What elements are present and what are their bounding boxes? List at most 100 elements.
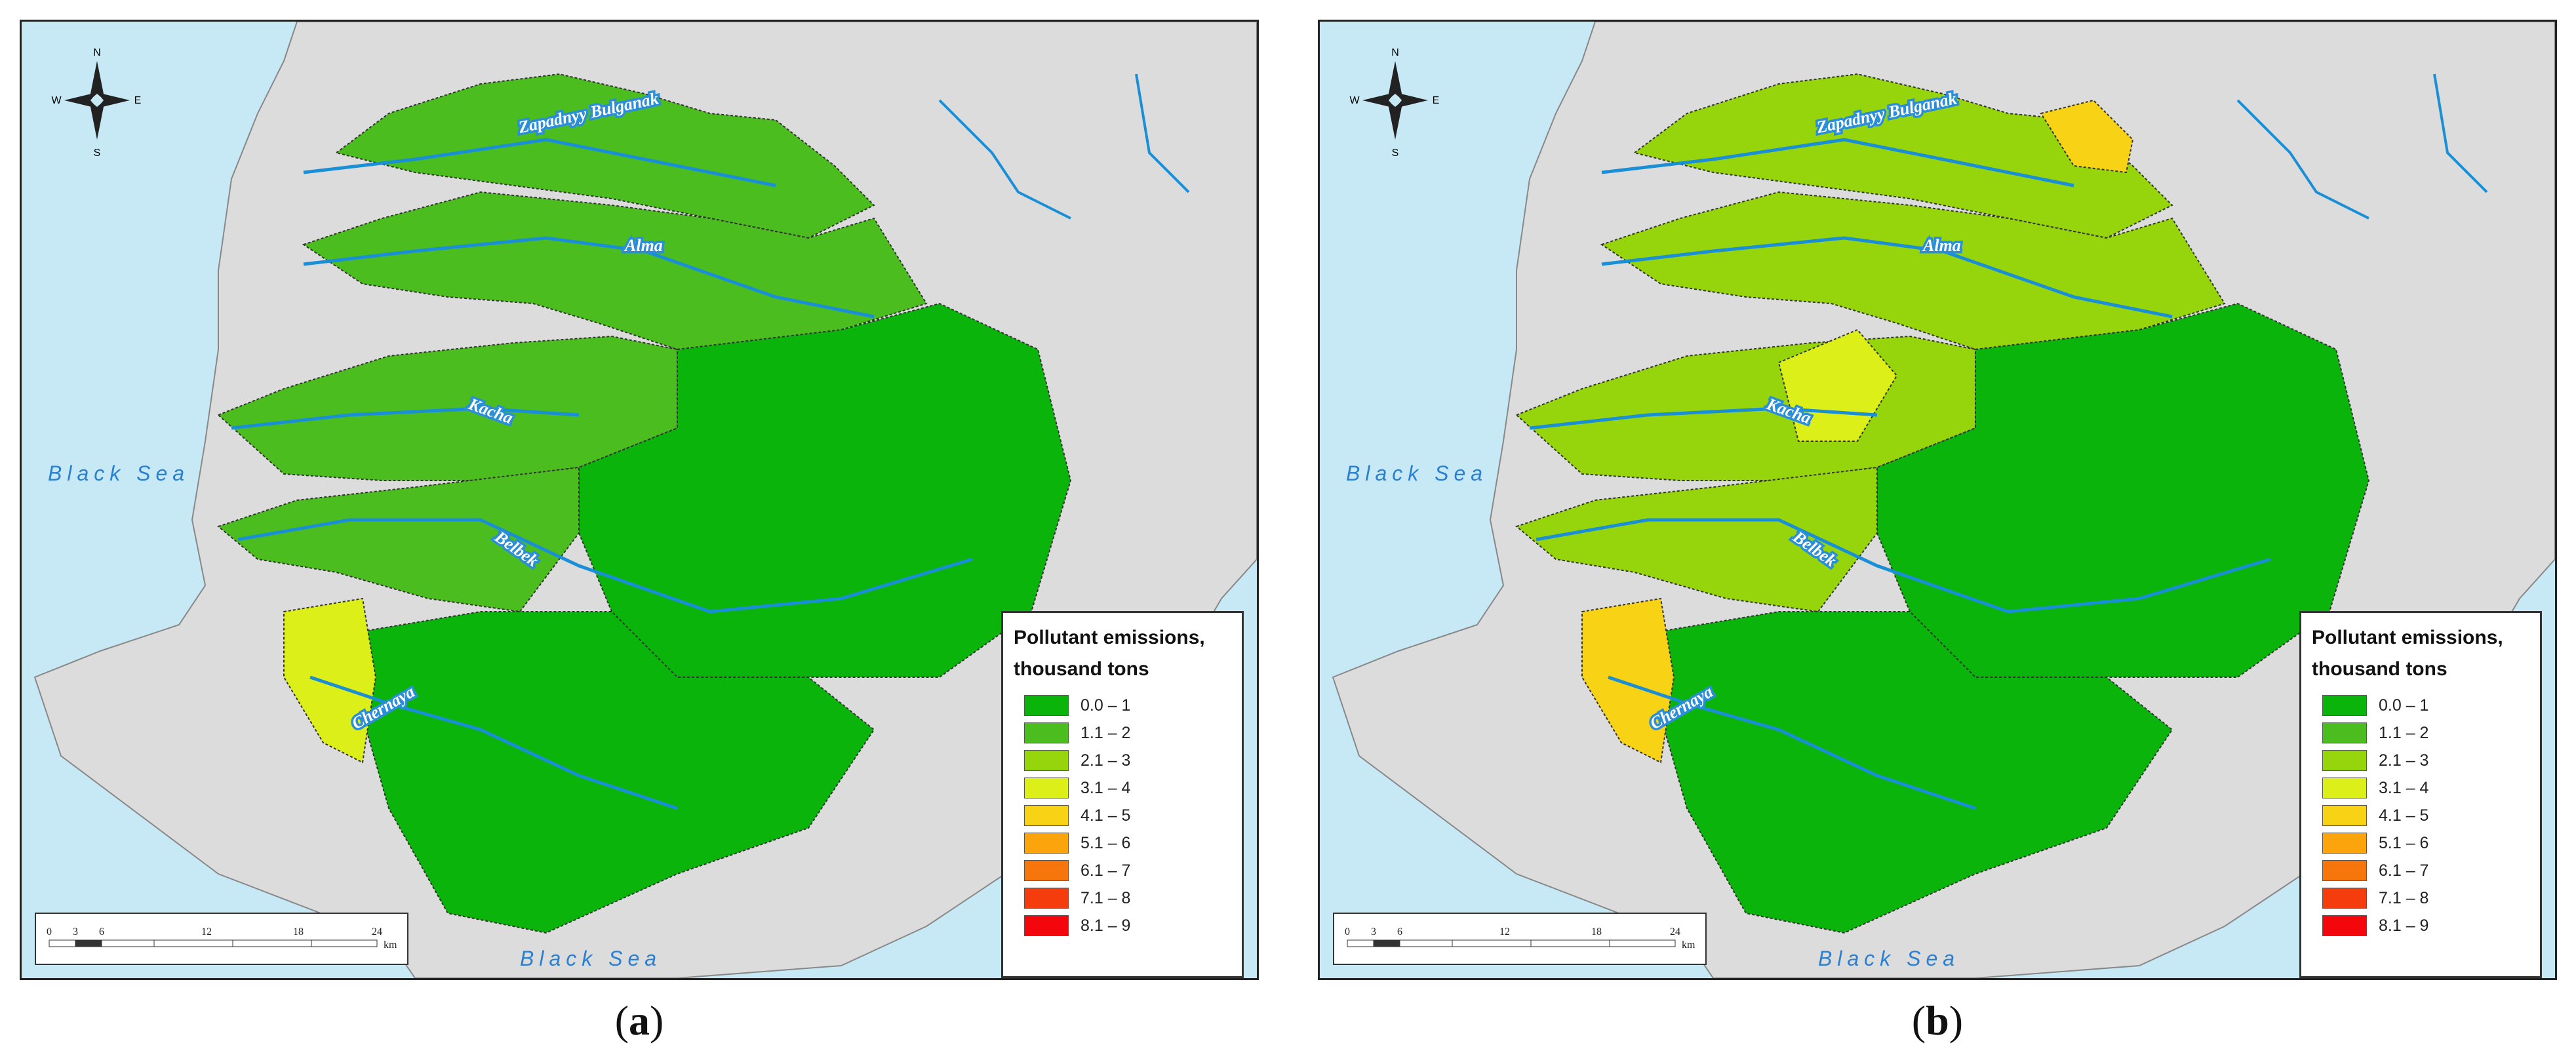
scale-tick: 6 [1397, 926, 1402, 937]
zone-chernaya-mouth [283, 597, 377, 764]
legend-swatch [1024, 833, 1069, 854]
scale-bar: 0 3 6 12 18 24 km [1333, 913, 1707, 965]
scale-tick: 24 [372, 926, 382, 937]
legend-swatch [2322, 888, 2367, 909]
scale-tick: 0 [47, 926, 52, 937]
scale-tick: 6 [99, 926, 104, 937]
legend-label: 0.0 – 1 [2379, 696, 2429, 715]
legend-swatch [1024, 695, 1069, 716]
legend-items-a: 0.0 – 1 1.1 – 2 2.1 – 3 3.1 – 4 4.1 – 5 5.1 –… [1014, 692, 1231, 939]
legend-title-line2: thousand tons [1014, 658, 1149, 680]
legend-row: 8.1 – 9 [1014, 912, 1231, 939]
compass-w: W [1349, 95, 1360, 106]
compass-rose: N S W E [51, 41, 143, 172]
zone-bulganak [1633, 73, 2173, 239]
legend-label: 0.0 – 1 [1080, 696, 1131, 715]
legend-swatch [1024, 888, 1069, 909]
legend-label: 2.1 – 3 [2379, 751, 2429, 770]
legend: Pollutant emissions, thousand tons 0.0 –… [2299, 611, 2542, 978]
map-labels-a: Black Sea Black Sea Zapadnyy Bulganak Al… [48, 87, 665, 970]
sea-label-south: Black Sea [1818, 947, 1960, 970]
scale-tick: 12 [1499, 926, 1510, 937]
scale-bar: 0 3 6 12 18 24 km [35, 913, 408, 965]
legend-label: 4.1 – 5 [2379, 806, 2429, 825]
legend-label: 7.1 – 8 [1080, 888, 1131, 907]
caption-a: (a) [614, 997, 664, 1044]
legend-title-line2: thousand tons [2312, 658, 2447, 680]
scale-bar-graphic: 0 3 6 12 18 24 km [47, 926, 397, 951]
river-label-chernaya: Chernaya [349, 682, 418, 733]
caption-a-letter: a [629, 997, 650, 1044]
scale-tick: 18 [293, 926, 304, 937]
legend-row: 6.1 – 7 [1014, 857, 1231, 884]
river-label-bulganak: Zapadnyy Bulganak [1814, 89, 1958, 137]
legend-row: 7.1 – 8 [2312, 884, 2529, 912]
river-label-bulganak: Zapadnyy Bulganak [516, 89, 660, 137]
legend-row: 4.1 – 5 [1014, 802, 1231, 829]
legend-swatch [2322, 805, 2367, 826]
legend-label: 8.1 – 9 [2379, 916, 2429, 935]
river-label-alma: Alma [624, 236, 663, 255]
legend-label: 5.1 – 6 [2379, 833, 2429, 852]
scale-tick: 18 [1591, 926, 1602, 937]
compass-icon: N S W E [51, 47, 142, 159]
legend-label: 6.1 – 7 [1080, 861, 1131, 880]
scale-tick: 24 [1670, 926, 1680, 937]
legend-label: 3.1 – 4 [1080, 778, 1131, 797]
map-panel-a: N S W E Black Sea Black Sea Zapadnyy Bul… [20, 20, 1259, 980]
compass-icon: N S W E [1349, 47, 1439, 159]
legend-row: 5.1 – 6 [1014, 829, 1231, 857]
legend-row: 7.1 – 8 [1014, 884, 1231, 912]
legend-swatch [1024, 722, 1069, 743]
legend-row: 0.0 – 1 [1014, 692, 1231, 719]
river-network [1529, 73, 2488, 810]
legend-row: 1.1 – 2 [2312, 719, 2529, 747]
compass-e: E [134, 95, 142, 106]
legend-swatch [2322, 695, 2367, 716]
legend-row: 2.1 – 3 [2312, 747, 2529, 774]
legend-title: Pollutant emissions, thousand tons [1014, 622, 1231, 685]
legend-swatch [2322, 750, 2367, 771]
compass-s: S [1392, 148, 1399, 159]
legend-label: 1.1 – 2 [2379, 723, 2429, 742]
sea-label-west: Black Sea [48, 462, 189, 485]
river-label-kacha: Kacha [466, 394, 515, 427]
zone-chernaya-mouth [1581, 597, 1675, 764]
legend-swatch [1024, 805, 1069, 826]
legend-swatch [1024, 750, 1069, 771]
river-label-alma: Alma [1922, 236, 1961, 255]
legend-swatch [2322, 915, 2367, 936]
legend-label: 3.1 – 4 [2379, 778, 2429, 797]
legend-swatch [2322, 778, 2367, 798]
zone-bulganak [334, 73, 875, 239]
zone-belbek-west [216, 466, 580, 613]
legend-row: 3.1 – 4 [2312, 774, 2529, 802]
legend-items-b: 0.0 – 1 1.1 – 2 2.1 – 3 3.1 – 4 4.1 – 5 5.1 –… [2312, 692, 2529, 939]
legend-row: 6.1 – 7 [2312, 857, 2529, 884]
caption-b: (b) [1911, 997, 1964, 1044]
legend-title-line1: Pollutant emissions, [2312, 627, 2503, 648]
zone-alma [1600, 191, 2226, 351]
scale-tick: 0 [1345, 926, 1350, 937]
legend-title-line1: Pollutant emissions, [1014, 627, 1205, 648]
zone-bulganak-top [2040, 99, 2134, 174]
zone-belbek-west [1515, 466, 1878, 613]
legend-swatch [2322, 860, 2367, 881]
legend-swatch [1024, 860, 1069, 881]
river-label-belbek: Belbek [1789, 527, 1840, 571]
legend-swatch [1024, 915, 1069, 936]
legend-row: 4.1 – 5 [2312, 802, 2529, 829]
legend-label: 7.1 – 8 [2379, 888, 2429, 907]
legend-label: 8.1 – 9 [1080, 916, 1131, 935]
legend-row: 1.1 – 2 [1014, 719, 1231, 747]
legend-title: Pollutant emissions, thousand tons [2312, 622, 2529, 685]
legend-row: 0.0 – 1 [2312, 692, 2529, 719]
compass-n: N [93, 47, 101, 58]
legend-row: 8.1 – 9 [2312, 912, 2529, 939]
river-label-kacha: Kacha [1764, 394, 1813, 427]
zone-chernaya [1660, 611, 2173, 934]
legend-label: 2.1 – 3 [1080, 751, 1131, 770]
legend: Pollutant emissions, thousand tons 0.0 –… [1001, 611, 1244, 978]
legend-swatch [2322, 722, 2367, 743]
legend-label: 4.1 – 5 [1080, 806, 1131, 825]
